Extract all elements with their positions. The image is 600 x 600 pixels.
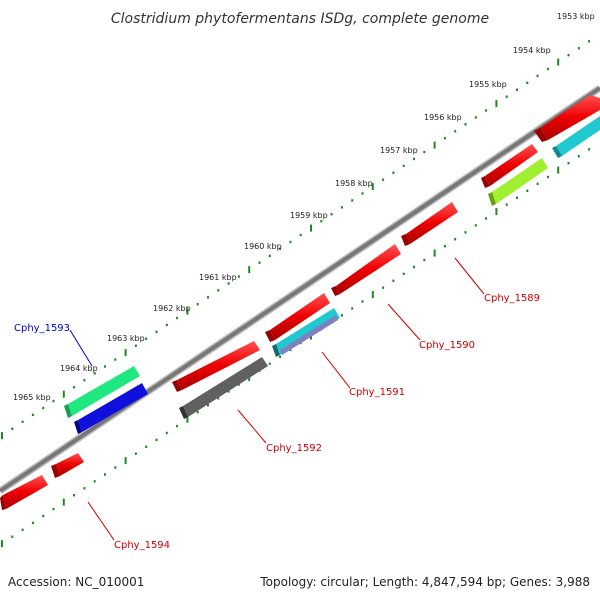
gene-label-cphy-1590[interactable]: Cphy_1590 bbox=[419, 340, 475, 351]
gene-arrow[interactable] bbox=[401, 202, 458, 246]
gene-arrow[interactable] bbox=[272, 308, 340, 357]
kbp-tick-label: 1965 kbp bbox=[13, 393, 51, 402]
gene-arrow[interactable] bbox=[0, 475, 48, 510]
gene-arrow[interactable] bbox=[179, 357, 268, 419]
gene-label-cphy-1593[interactable]: Cphy_1593 bbox=[14, 323, 70, 334]
gene-arrow[interactable] bbox=[552, 116, 600, 158]
gene-label-cphy-1589[interactable]: Cphy_1589 bbox=[484, 293, 540, 304]
kbp-tick-labels: 1953 kbp 1954 kbp 1955 kbp 1956 kbp 1957… bbox=[13, 12, 595, 402]
kbp-tick-label: 1964 kbp bbox=[60, 364, 98, 373]
gene-arrow[interactable] bbox=[331, 244, 401, 296]
kbp-tick-label: 1957 kbp bbox=[380, 146, 418, 155]
gene-label-cphy-1594[interactable]: Cphy_1594 bbox=[114, 540, 170, 551]
kbp-tick-label: 1954 kbp bbox=[513, 46, 551, 55]
gene-leader-lines bbox=[69, 257, 485, 541]
kbp-tick-label: 1959 kbp bbox=[290, 211, 328, 220]
kbp-tick-label: 1962 kbp bbox=[153, 304, 191, 313]
kbp-tick-label: 1961 kbp bbox=[199, 273, 237, 282]
genome-backbone bbox=[0, 85, 600, 494]
gene-arrow[interactable] bbox=[51, 453, 84, 478]
gene-labels: Cphy_1589 Cphy_1590 Cphy_1591 Cphy_1592 … bbox=[14, 293, 540, 551]
gene-features bbox=[0, 95, 600, 510]
map-title: Clostridium phytofermentans ISDg, comple… bbox=[111, 11, 489, 27]
kbp-tick-label: 1958 kbp bbox=[335, 179, 373, 188]
gene-label-cphy-1591[interactable]: Cphy_1591 bbox=[349, 387, 405, 398]
gene-arrow[interactable] bbox=[64, 366, 140, 418]
gene-arrow[interactable] bbox=[488, 158, 548, 206]
kbp-tick-label: 1955 kbp bbox=[469, 80, 507, 89]
kbp-tick-label: 1960 kbp bbox=[244, 242, 282, 251]
gene-arrow[interactable] bbox=[481, 144, 538, 188]
gene-arrow[interactable] bbox=[265, 293, 330, 342]
kbp-tick-label: 1953 kbp bbox=[557, 12, 595, 21]
gene-arrow[interactable] bbox=[534, 95, 600, 142]
kbp-tick-label: 1956 kbp bbox=[424, 113, 462, 122]
kbp-tick-label: 1963 kbp bbox=[107, 334, 145, 343]
gene-label-cphy-1592[interactable]: Cphy_1592 bbox=[266, 443, 322, 454]
gene-arrow[interactable] bbox=[172, 341, 260, 392]
gene-arrow[interactable] bbox=[74, 383, 148, 434]
accession-text: Accession: NC_010001 bbox=[8, 575, 144, 589]
genome-summary-text: Topology: circular; Length: 4,847,594 bp… bbox=[259, 575, 590, 589]
